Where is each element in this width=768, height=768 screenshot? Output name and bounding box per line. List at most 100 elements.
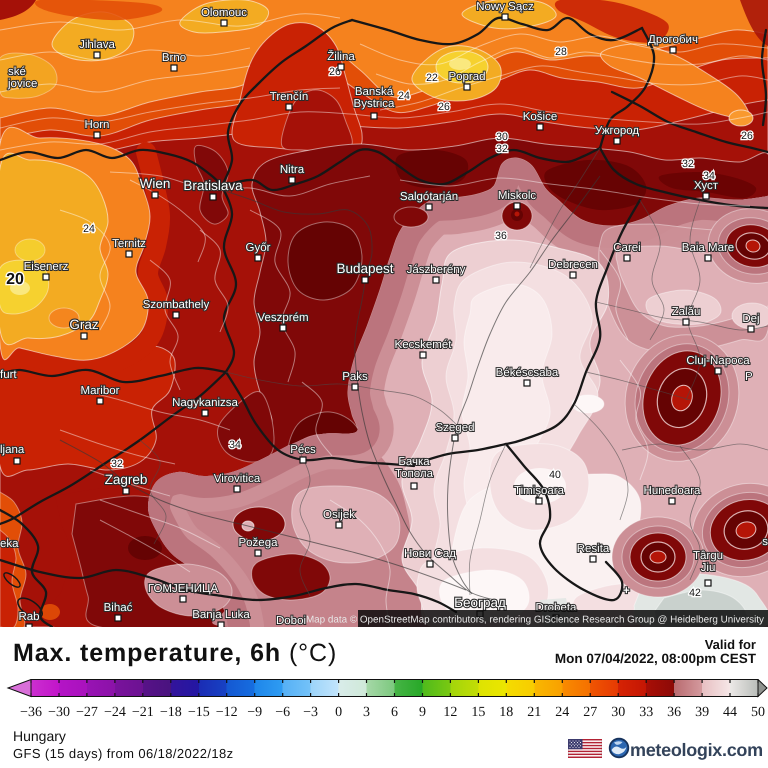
svg-text:Rab: Rab xyxy=(18,611,39,623)
svg-text:Jihlava: Jihlava xyxy=(79,39,115,51)
svg-text:Map data © OpenStreetMap contr: Map data © OpenStreetMap contributors, r… xyxy=(306,615,764,626)
svg-text:Хуст: Хуст xyxy=(694,180,719,192)
svg-text:Banská: Banská xyxy=(355,86,394,98)
svg-text:Zalău: Zalău xyxy=(672,306,701,318)
svg-text:Nagykanizsa: Nagykanizsa xyxy=(172,397,238,409)
svg-text:Győr: Győr xyxy=(246,242,271,254)
svg-text:Bihać: Bihać xyxy=(104,602,133,614)
svg-text:Бачка: Бачка xyxy=(398,456,430,468)
svg-text:6: 6 xyxy=(391,705,398,719)
svg-text:−6: −6 xyxy=(275,705,290,719)
svg-text:Wien: Wien xyxy=(140,176,171,191)
svg-text:−27: −27 xyxy=(76,705,98,719)
svg-text:Banja Luka: Banja Luka xyxy=(192,609,250,621)
svg-text:Brno: Brno xyxy=(162,52,186,64)
svg-text:−24: −24 xyxy=(104,705,126,719)
svg-text:−15: −15 xyxy=(188,705,210,719)
svg-text:Nowy Sącz: Nowy Sącz xyxy=(476,1,534,13)
svg-text:Ternitz: Ternitz xyxy=(112,238,146,250)
svg-text:34: 34 xyxy=(229,439,241,451)
svg-text:3: 3 xyxy=(363,705,370,719)
svg-text:36: 36 xyxy=(495,230,507,242)
svg-text:s: s xyxy=(762,536,768,548)
svg-text:Maribor: Maribor xyxy=(81,385,120,397)
svg-text:32: 32 xyxy=(111,458,123,470)
svg-text:ljana: ljana xyxy=(0,444,25,456)
svg-text:Pécs: Pécs xyxy=(290,444,316,456)
svg-text:15: 15 xyxy=(471,705,485,719)
svg-text:44: 44 xyxy=(723,705,737,719)
svg-text:Cluj-Napoca: Cluj-Napoca xyxy=(686,355,750,367)
svg-text:Szeged: Szeged xyxy=(435,422,474,434)
svg-text:Olomouc: Olomouc xyxy=(201,7,247,19)
svg-text:9: 9 xyxy=(419,705,426,719)
svg-text:ГОМЈЕНИЦА: ГОМЈЕНИЦА xyxy=(148,583,219,595)
svg-text:Timișoara: Timișoara xyxy=(514,485,565,497)
svg-text:eka: eka xyxy=(0,538,19,550)
svg-text:Paks: Paks xyxy=(342,371,368,383)
svg-text:26: 26 xyxy=(438,101,450,113)
svg-text:Топола: Топола xyxy=(395,468,434,480)
svg-text:Дрогобич: Дрогобич xyxy=(648,34,698,46)
svg-text:Ужгород: Ужгород xyxy=(595,125,639,137)
svg-text:18: 18 xyxy=(499,705,513,719)
svg-text:24: 24 xyxy=(83,223,95,235)
svg-text:21: 21 xyxy=(527,705,541,719)
svg-text:+: + xyxy=(623,585,630,597)
svg-text:24: 24 xyxy=(398,90,410,102)
svg-text:Debrecen: Debrecen xyxy=(548,259,598,271)
svg-text:Košice: Košice xyxy=(523,111,558,123)
svg-text:Београд: Београд xyxy=(454,595,506,610)
svg-text:Salgótarján: Salgótarján xyxy=(400,191,458,203)
svg-text:−3: −3 xyxy=(303,705,318,719)
svg-text:−18: −18 xyxy=(160,705,182,719)
svg-text:−21: −21 xyxy=(132,705,154,719)
svg-text:Eisenerz: Eisenerz xyxy=(24,261,69,273)
svg-text:Žilina: Žilina xyxy=(327,49,355,63)
svg-text:50: 50 xyxy=(751,705,765,719)
svg-text:Budapest: Budapest xyxy=(336,261,393,276)
svg-text:Bratislava: Bratislava xyxy=(183,178,243,193)
svg-text:−30: −30 xyxy=(48,705,70,719)
svg-text:20: 20 xyxy=(6,271,24,288)
svg-text:−9: −9 xyxy=(247,705,262,719)
svg-text:jovice: jovice xyxy=(7,78,37,90)
svg-text:28: 28 xyxy=(555,46,567,58)
svg-text:Dej: Dej xyxy=(742,313,759,325)
svg-text:Нови Сад: Нови Сад xyxy=(404,548,456,560)
svg-text:Veszprém: Veszprém xyxy=(257,312,308,324)
svg-text:Szombathely: Szombathely xyxy=(143,299,210,311)
svg-text:Miskolc: Miskolc xyxy=(498,190,537,202)
svg-text:Carei: Carei xyxy=(613,242,640,254)
svg-text:34: 34 xyxy=(703,170,715,182)
svg-text:Doboi: Doboi xyxy=(276,615,306,627)
svg-text:Békéscsaba: Békéscsaba xyxy=(496,367,559,379)
svg-text:33: 33 xyxy=(639,705,653,719)
svg-text:32: 32 xyxy=(682,158,694,170)
svg-text:Graz: Graz xyxy=(69,317,99,332)
svg-text:Zagreb: Zagreb xyxy=(105,472,148,487)
svg-text:Virovitica: Virovitica xyxy=(214,473,261,485)
svg-text:−36: −36 xyxy=(20,705,42,719)
svg-text:−12: −12 xyxy=(216,705,238,719)
svg-text:30: 30 xyxy=(496,131,508,143)
svg-text:40: 40 xyxy=(549,469,561,481)
svg-text:P: P xyxy=(745,371,753,383)
svg-text:Jászberény: Jászberény xyxy=(407,264,466,276)
svg-text:42: 42 xyxy=(689,587,701,599)
svg-text:32: 32 xyxy=(496,143,508,155)
svg-text:Hunedoara: Hunedoara xyxy=(644,485,702,497)
svg-text:Jiu: Jiu xyxy=(701,562,716,574)
svg-text:22: 22 xyxy=(426,72,438,84)
svg-text:Požega: Požega xyxy=(238,537,278,549)
svg-text:ské: ské xyxy=(8,66,26,78)
svg-text:36: 36 xyxy=(667,705,681,719)
svg-text:Resita: Resita xyxy=(577,543,610,555)
svg-text:27: 27 xyxy=(583,705,597,719)
svg-text:30: 30 xyxy=(611,705,625,719)
svg-text:Trenčín: Trenčín xyxy=(270,91,309,103)
svg-text:Târgu: Târgu xyxy=(693,550,723,562)
svg-text:Kecskemét: Kecskemét xyxy=(395,339,453,351)
svg-text:39: 39 xyxy=(695,705,709,719)
svg-text:Nitra: Nitra xyxy=(280,164,305,176)
